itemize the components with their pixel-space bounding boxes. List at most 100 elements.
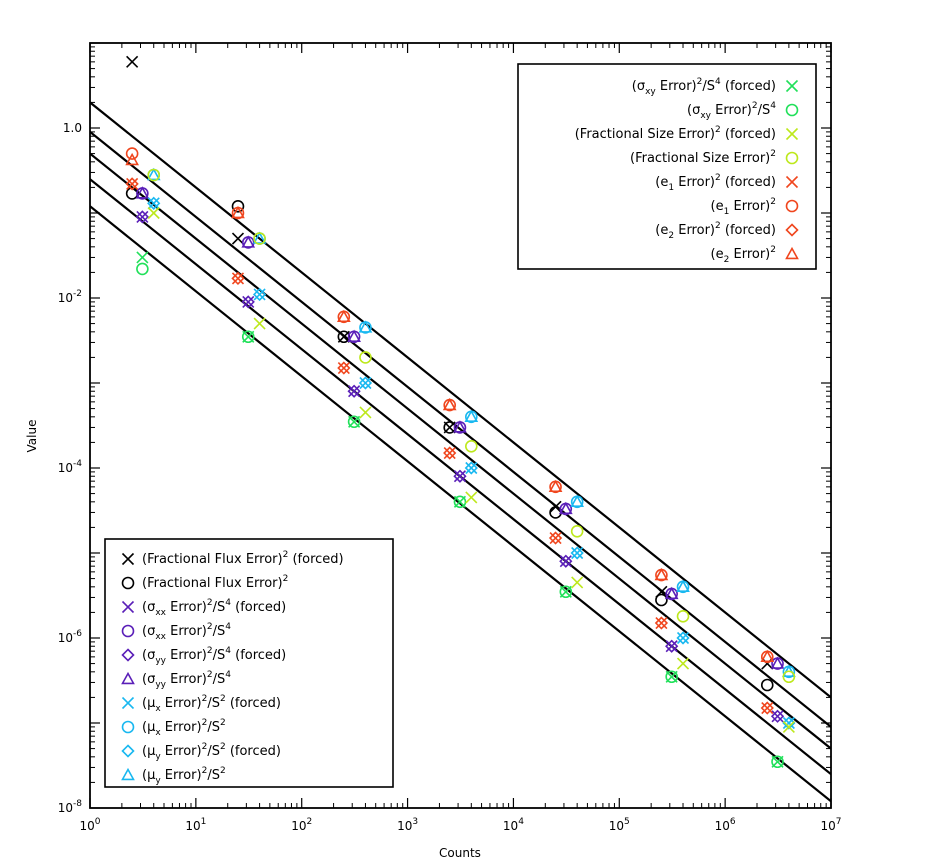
point-sxy-5	[559, 585, 573, 599]
legend-label: (Fractional Flux Error)2	[142, 574, 288, 591]
point-e1-forced-6	[655, 616, 668, 630]
point-sxy-6	[665, 670, 678, 684]
legend-marker-x-icon	[121, 600, 135, 614]
point-e2-forced-5	[548, 531, 563, 545]
point-muy-forced-2	[252, 287, 267, 302]
legend-item: (μx Error)2/S2 (forced)	[121, 694, 281, 714]
legend-marker-circle-icon	[785, 103, 799, 117]
point-syy-forced-2	[241, 295, 255, 309]
legend-item: (e1 Error)2	[711, 197, 799, 217]
legend-marker-x-icon	[785, 127, 799, 141]
point-e2-1	[125, 152, 139, 166]
legend-label: (σxx Error)2/S4	[142, 622, 231, 642]
point-fracsize-forced-7	[782, 720, 795, 733]
point-sxx-forced-5	[559, 555, 572, 568]
point-sxy-forced-1	[136, 251, 149, 264]
legend-item: (μy Error)2/S2 (forced)	[121, 742, 281, 762]
x-tick-label: 106	[715, 817, 736, 833]
point-fracsize-3	[359, 351, 372, 364]
reference-line-1	[90, 101, 831, 699]
legend-marker-diamond-icon	[121, 744, 135, 758]
point-frac-flux-2	[231, 199, 245, 213]
legend-item: (μy Error)2/S2	[121, 766, 226, 786]
legend-marker-circle-icon	[121, 624, 135, 638]
legend-label: (e2 Error)2 (forced)	[655, 221, 776, 241]
point-e1-forced-2	[231, 272, 245, 285]
point-syy-forced-5	[559, 554, 573, 568]
legend-bottom-left: (Fractional Flux Error)2 (forced) (Fracti…	[104, 538, 394, 788]
legend-label: (μy Error)2/S2 (forced)	[142, 742, 281, 762]
x-tick-label: 105	[609, 817, 630, 833]
y-tick-label: 10-8	[58, 799, 83, 815]
point-e2-forced-6	[654, 616, 669, 630]
point-mux-forced-1	[147, 197, 160, 210]
x-tick-label: 100	[79, 817, 100, 833]
legend-box	[517, 63, 817, 270]
legend-marker-triangle-icon	[121, 671, 135, 685]
point-muy-3	[358, 320, 373, 333]
point-muy-forced-6	[676, 631, 690, 645]
point-syy-1	[135, 186, 150, 199]
data-markers	[125, 55, 796, 769]
point-fracsize-6	[676, 610, 690, 623]
point-muy-forced-5	[570, 546, 584, 560]
point-syy-6	[664, 586, 679, 600]
legend-label: (σxx Error)2/S4 (forced)	[142, 598, 286, 618]
point-mux-forced-4	[465, 461, 478, 475]
legend-label: (σyy Error)2/S4	[142, 670, 231, 690]
legend-marker-x-icon	[785, 79, 799, 93]
point-fracsize-1	[147, 168, 161, 182]
point-muy-4	[464, 409, 479, 423]
x-tick-label: 107	[820, 817, 841, 833]
reference-line-2	[90, 131, 831, 728]
point-syy-forced-4	[453, 469, 467, 483]
legend-marker-circle-icon	[121, 720, 135, 734]
x-tick-label: 103	[397, 817, 418, 833]
point-e2-5	[548, 479, 563, 493]
point-muy-5	[570, 494, 585, 508]
legend-label: (e1 Error)2 (forced)	[655, 173, 776, 193]
point-fracsize-4	[465, 440, 478, 453]
legend-item: (σxy Error)2/S4 (forced)	[632, 77, 799, 97]
point-e1-forced-4	[443, 446, 456, 460]
point-e2-4	[442, 397, 457, 411]
point-sxx-forced-6	[665, 640, 678, 653]
point-syy-5	[558, 501, 573, 515]
point-fracsize-5	[570, 525, 584, 538]
point-sxx-forced-7	[771, 710, 784, 723]
point-sxy-7	[771, 755, 784, 769]
legend-marker-x-icon	[785, 175, 799, 189]
legend-label: (Fractional Size Error)2 (forced)	[575, 125, 776, 142]
legend-item: (σyy Error)2/S4	[121, 670, 231, 690]
point-sxy-3	[347, 415, 361, 429]
legend-box	[104, 538, 394, 788]
x-tick-label: 102	[291, 817, 312, 833]
point-syy-forced-3	[347, 384, 361, 398]
legend-marker-x-icon	[121, 696, 135, 710]
point-mux-forced-7	[782, 716, 795, 730]
legend-label: (σxy Error)2/S4	[687, 101, 776, 121]
legend-label: (e1 Error)2	[711, 197, 776, 217]
point-mux-forced-6	[676, 631, 690, 645]
legend-label: (σyy Error)2/S4 (forced)	[142, 646, 286, 666]
reference-line-3	[90, 152, 831, 750]
legend-item: (σxy Error)2/S4	[687, 101, 799, 121]
legend-marker-diamond-icon	[121, 648, 135, 662]
point-fracsize-forced-4	[465, 491, 478, 504]
legend-marker-circle-icon	[785, 199, 799, 213]
point-mux-forced-5	[571, 546, 584, 560]
legend-label: (e2 Error)2	[711, 245, 776, 265]
point-frac-flux-6	[655, 593, 668, 607]
point-sxx-forced-4	[453, 470, 467, 483]
legend-item: (e1 Error)2 (forced)	[655, 173, 799, 193]
point-muy-6	[676, 579, 690, 593]
point-frac-flux-7	[760, 678, 774, 692]
plot-frame	[89, 42, 832, 809]
point-e1-forced-7	[761, 701, 774, 715]
legend-marker-diamond-icon	[785, 223, 799, 237]
y-tick-label: 10-2	[58, 289, 82, 305]
point-frac-flux-forced-1	[126, 55, 139, 68]
point-sxx-forced-2	[242, 295, 255, 308]
y-tick-label: 1.0	[63, 121, 82, 135]
legend-item: (σxx Error)2/S4	[121, 622, 231, 642]
